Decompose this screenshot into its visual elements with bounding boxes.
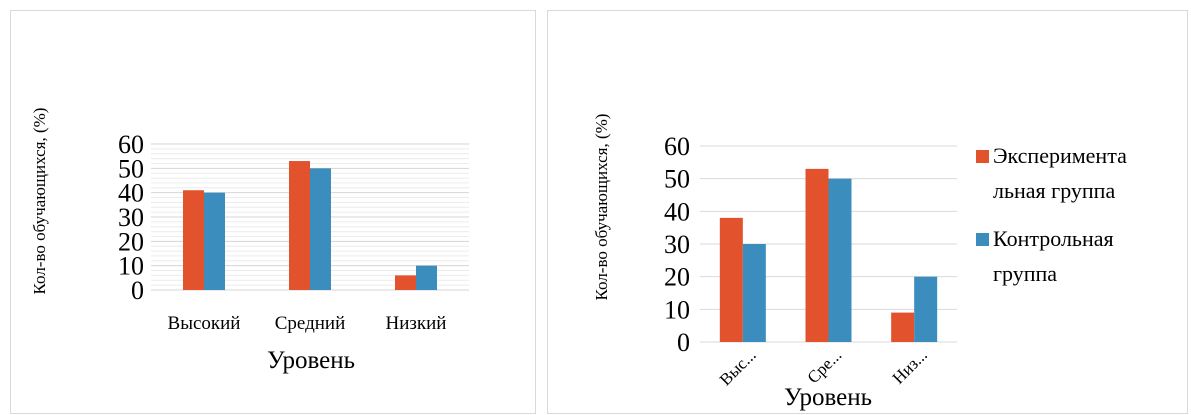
bar: [204, 192, 225, 290]
bar: [719, 217, 743, 342]
y-tick-label: 40: [118, 179, 144, 208]
x-tick-label: Высокий: [168, 313, 241, 334]
x-tick-label: Выс...: [716, 345, 760, 389]
x-tick-label: Сре...: [804, 345, 846, 387]
y-tick-label: 30: [118, 203, 144, 232]
bar: [742, 244, 766, 342]
x-tick-label: Низ...: [889, 345, 931, 387]
x-axis-title: Уровень: [784, 384, 872, 411]
y-tick-label: 0: [131, 276, 144, 305]
x-tick-label: Средний: [275, 313, 346, 334]
bar: [914, 276, 938, 342]
y-tick-label: 20: [118, 227, 144, 256]
bar: [891, 312, 915, 342]
y-tick-label: 20: [664, 263, 690, 292]
y-axis-title: Кол-во обучающихся, (%): [592, 114, 611, 301]
y-tick-label: 60: [664, 132, 690, 161]
y-axis-title: Кол-во обучающихся, (%): [30, 108, 49, 295]
bar: [805, 168, 829, 342]
y-tick-label: 10: [118, 252, 144, 281]
bar: [183, 190, 204, 290]
legend-label: группа: [993, 261, 1057, 286]
legend-swatch: [976, 233, 989, 246]
y-tick-label: 0: [677, 328, 690, 357]
x-axis-title: Уровень: [267, 347, 355, 374]
bar: [416, 265, 437, 290]
legend-label: льная группа: [993, 178, 1115, 203]
legend-swatch: [976, 150, 989, 163]
chart-right-panel: 0 10 20 30 40 50 60 Выс... Сре... Низ... Уровень Ко…: [547, 10, 1188, 414]
legend-label: Эксперимента: [993, 143, 1127, 168]
y-tick-label: 40: [664, 197, 690, 226]
bar: [828, 178, 852, 342]
y-tick-label: 50: [664, 165, 690, 194]
chart-right: 0 10 20 30 40 50 60 Выс... Сре... Низ... Уровень Ко…: [592, 114, 1127, 411]
bar: [310, 168, 331, 290]
y-tick-label: 10: [664, 295, 690, 324]
legend: Эксперимента льная группа Контрольная групп…: [976, 143, 1127, 286]
chart-left-panel: 0 10 20 30 40 50 60 Высокий Средний Низкий Уровень…: [10, 10, 536, 414]
y-tick-label: 50: [118, 154, 144, 183]
bar: [395, 275, 416, 290]
y-tick-label: 60: [118, 130, 144, 159]
bar: [289, 161, 310, 290]
y-tick-label: 30: [664, 230, 690, 259]
x-tick-label: Низкий: [386, 313, 447, 334]
legend-label: Контрольная: [993, 226, 1114, 251]
